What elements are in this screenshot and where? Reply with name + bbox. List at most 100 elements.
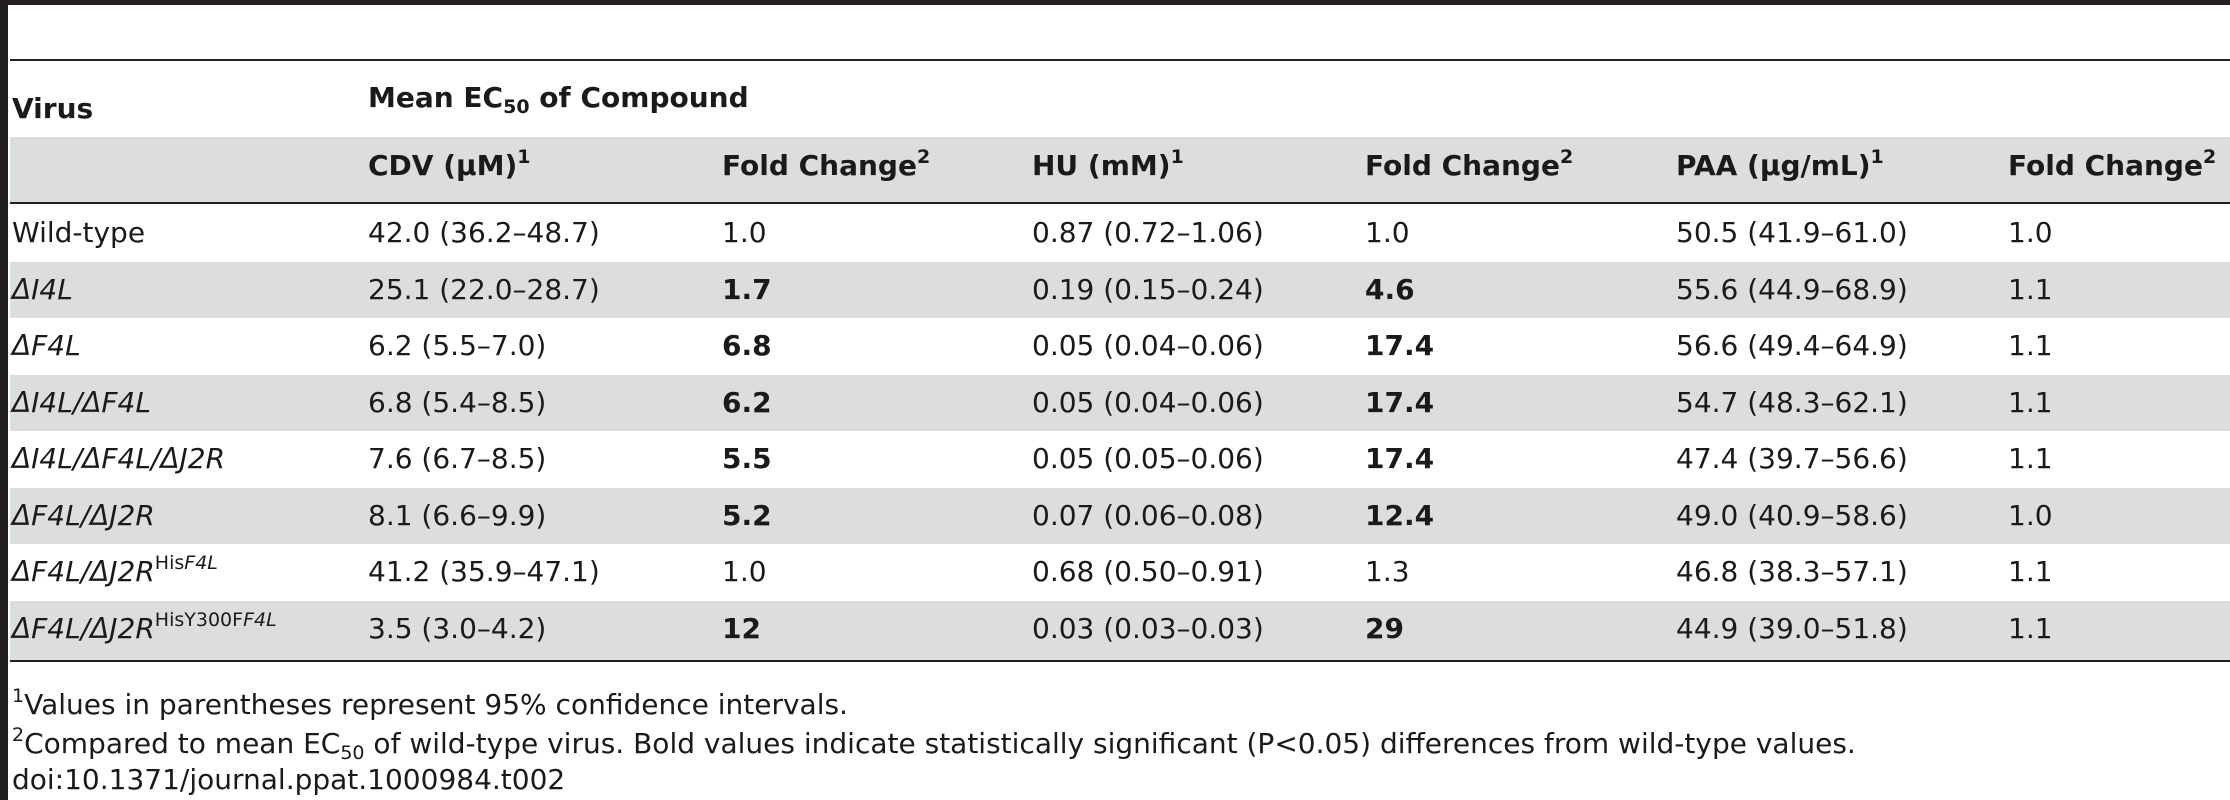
cell-paa: 56.6 (49.4–64.9)	[1676, 329, 1908, 362]
header-hu-label: HU (mM)	[1032, 149, 1171, 182]
header-virus: Virus	[12, 92, 94, 125]
cell-fold-change-hu: 17.4	[1365, 442, 1435, 475]
cell-fold-change-paa: 1.1	[2008, 612, 2053, 645]
row-shade-2	[10, 262, 2230, 318]
cell-fold-change-hu: 12.4	[1365, 499, 1435, 532]
header-cdv: CDV (μM)1	[368, 148, 531, 182]
cell-fold-change-cdv: 6.8	[722, 329, 772, 362]
cell-hu: 0.05 (0.04–0.06)	[1032, 329, 1264, 362]
cell-virus-sup-his: HisY300F	[154, 609, 244, 631]
cell-fold-change-paa: 1.1	[2008, 273, 2053, 306]
cell-cdv: 42.0 (36.2–48.7)	[368, 216, 600, 249]
cell-virus: ΔF4L/ΔJ2RHisY300FF4L	[12, 611, 277, 645]
footnote-2: 2Compared to mean EC50 of wild-type viru…	[12, 726, 1856, 763]
header-fold-change-1-label: Fold Change	[722, 149, 917, 182]
header-cdv-sup: 1	[517, 146, 531, 168]
header-paa-label: PAA (μg/mL)	[1676, 149, 1871, 182]
footnote-1-mark: 1	[12, 685, 25, 707]
footnote-2-text-a: Compared to mean EC	[24, 727, 341, 760]
cell-hu: 0.07 (0.06–0.08)	[1032, 499, 1264, 532]
cell-fold-change-cdv: 5.2	[722, 499, 772, 532]
cell-fold-change-hu: 1.3	[1365, 555, 1410, 588]
row-shade-8	[10, 601, 2230, 660]
cell-cdv: 25.1 (22.0–28.7)	[368, 273, 600, 306]
top-border	[0, 0, 2230, 5]
header-fold-change-1: Fold Change2	[722, 148, 930, 182]
cell-paa: 54.7 (48.3–62.1)	[1676, 386, 1908, 419]
cell-paa: 55.6 (44.9–68.9)	[1676, 273, 1908, 306]
cell-virus: ΔI4L	[12, 273, 73, 306]
left-border	[0, 0, 8, 800]
cell-fold-change-paa: 1.0	[2008, 216, 2053, 249]
footnote-1: 1Values in parentheses represent 95% con…	[12, 687, 848, 721]
cell-hu: 0.68 (0.50–0.91)	[1032, 555, 1264, 588]
cell-fold-change-paa: 1.1	[2008, 555, 2053, 588]
header-paa: PAA (μg/mL)1	[1676, 148, 1884, 182]
cell-virus-sup-gene: F4L	[243, 609, 277, 631]
header-fold-change-3-sup: 2	[2202, 146, 2217, 168]
cell-fold-change-cdv: 12	[722, 612, 761, 645]
doi-text: doi:10.1371/journal.ppat.1000984.t002	[12, 763, 566, 796]
cell-paa: 44.9 (39.0–51.8)	[1676, 612, 1908, 645]
table-top-rule	[10, 59, 2230, 61]
header-mean-ec-tail: of Compound	[529, 81, 749, 114]
cell-cdv: 41.2 (35.9–47.1)	[368, 555, 600, 588]
header-shade	[10, 137, 2230, 202]
cell-hu: 0.05 (0.04–0.06)	[1032, 386, 1264, 419]
cell-virus: ΔF4L	[12, 329, 81, 362]
header-hu: HU (mM)1	[1032, 148, 1184, 182]
cell-hu: 0.05 (0.05–0.06)	[1032, 442, 1264, 475]
cell-hu: 0.03 (0.03–0.03)	[1032, 612, 1264, 645]
cell-fold-change-paa: 1.1	[2008, 442, 2053, 475]
header-paa-sup: 1	[1870, 146, 1884, 168]
header-bottom-rule	[10, 202, 2230, 204]
header-mean-ec-sub: 50	[503, 96, 530, 118]
header-hu-sup: 1	[1170, 146, 1184, 168]
cell-virus: ΔF4L/ΔJ2RHisF4L	[12, 554, 218, 588]
header-fold-change-2-sup: 2	[1559, 146, 1574, 168]
cell-fold-change-cdv: 6.2	[722, 386, 772, 419]
header-fold-change-1-sup: 2	[916, 146, 931, 168]
header-mean-ec-label: Mean EC	[368, 81, 504, 114]
cell-cdv: 7.6 (6.7–8.5)	[368, 442, 547, 475]
header-fold-change-3: Fold Change2	[2008, 148, 2216, 182]
header-fold-change-2-label: Fold Change	[1365, 149, 1560, 182]
cell-virus: Wild-type	[12, 216, 146, 249]
cell-virus-name: ΔF4L/ΔJ2R	[12, 555, 155, 588]
cell-hu: 0.87 (0.72–1.06)	[1032, 216, 1264, 249]
cell-cdv: 3.5 (3.0–4.2)	[368, 612, 547, 645]
cell-virus-name: ΔF4L/ΔJ2R	[12, 612, 155, 645]
cell-paa: 47.4 (39.7–56.6)	[1676, 442, 1908, 475]
cell-hu: 0.19 (0.15–0.24)	[1032, 273, 1264, 306]
cell-fold-change-hu: 1.0	[1365, 216, 1410, 249]
cell-fold-change-cdv: 1.7	[722, 273, 772, 306]
cell-fold-change-paa: 1.0	[2008, 499, 2053, 532]
cell-fold-change-cdv: 1.0	[722, 555, 767, 588]
cell-fold-change-hu: 29	[1365, 612, 1404, 645]
cell-paa: 50.5 (41.9–61.0)	[1676, 216, 1908, 249]
header-fold-change-2: Fold Change2	[1365, 148, 1573, 182]
cell-fold-change-cdv: 1.0	[722, 216, 767, 249]
cell-virus: ΔI4L/ΔF4L	[12, 386, 151, 419]
cell-fold-change-hu: 4.6	[1365, 273, 1415, 306]
cell-fold-change-hu: 17.4	[1365, 386, 1435, 419]
header-mean-ec: Mean EC50 of Compound	[368, 81, 749, 117]
cell-virus-sup-gene: F4L	[184, 552, 218, 574]
footnote-1-text: Values in parentheses represent 95% conf…	[24, 688, 848, 721]
cell-paa: 49.0 (40.9–58.6)	[1676, 499, 1908, 532]
cell-fold-change-cdv: 5.5	[722, 442, 772, 475]
footnote-2-mark: 2	[12, 724, 25, 746]
row-shade-4	[10, 375, 2230, 431]
footnote-2-lt: <	[1274, 727, 1298, 760]
cell-virus-sup-his: His	[154, 552, 185, 574]
cell-cdv: 8.1 (6.6–9.9)	[368, 499, 547, 532]
cell-fold-change-hu: 17.4	[1365, 329, 1435, 362]
cell-virus: ΔF4L/ΔJ2R	[12, 499, 155, 532]
cell-paa: 46.8 (38.3–57.1)	[1676, 555, 1908, 588]
cell-fold-change-paa: 1.1	[2008, 386, 2053, 419]
cell-virus: ΔI4L/ΔF4L/ΔJ2R	[12, 442, 226, 475]
header-fold-change-3-label: Fold Change	[2008, 149, 2203, 182]
cell-fold-change-paa: 1.1	[2008, 329, 2053, 362]
cell-cdv: 6.8 (5.4–8.5)	[368, 386, 547, 419]
footnote-2-sub: 50	[340, 742, 365, 764]
